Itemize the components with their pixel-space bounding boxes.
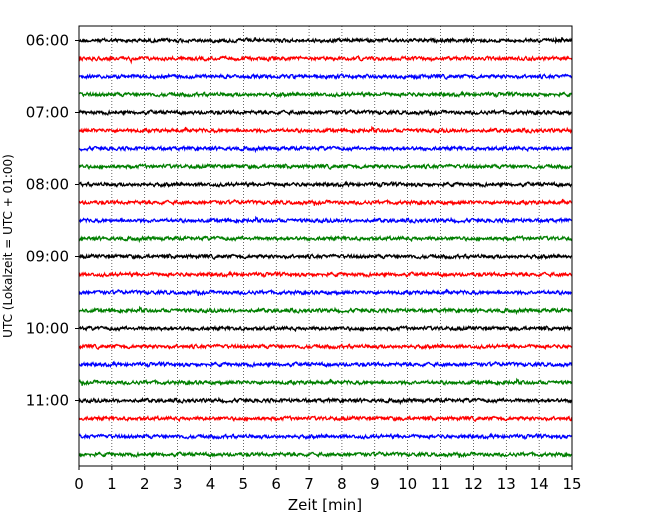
- x-axis: 0 1 2 3 4 5 6 7 8 9 10 11 12 13 14 15: [74, 466, 582, 493]
- x-tick-label: 11: [431, 475, 450, 493]
- trace-0915: [78, 270, 573, 279]
- trace-0630: [78, 72, 572, 81]
- trace-0830: [78, 215, 573, 225]
- x-tick-label: 5: [239, 475, 249, 493]
- y-tick-label: 08:00: [26, 176, 69, 194]
- trace-1115: [78, 414, 573, 423]
- x-tick-label: 12: [464, 475, 483, 493]
- x-tick-label: 9: [370, 475, 380, 493]
- trace-0700: [78, 108, 573, 117]
- x-tick-label: 13: [497, 475, 516, 493]
- x-axis-label: Zeit [min]: [288, 496, 362, 514]
- x-tick-label: 1: [107, 475, 117, 493]
- trace-0600: [78, 36, 573, 45]
- x-tick-label: 4: [206, 475, 216, 493]
- x-tick-label: 15: [562, 475, 581, 493]
- trace-1145: [78, 450, 573, 459]
- x-tick-label: 0: [74, 475, 84, 493]
- trace-0845: [78, 234, 573, 244]
- trace-0645: [78, 90, 573, 99]
- x-tick-label: 2: [140, 475, 150, 493]
- trace-1100: [78, 396, 573, 406]
- trace-0800: [78, 180, 573, 189]
- grid-lines: [111, 26, 540, 466]
- trace-1130: [78, 432, 573, 441]
- x-tick-label: 3: [173, 475, 183, 493]
- trace-0900: [78, 252, 573, 261]
- y-axis-label: UTC (Lokalzeit = UTC + 01:00): [1, 154, 15, 338]
- trace-0730: [78, 144, 573, 154]
- trace-1045: [78, 377, 573, 387]
- y-tick-label: 07:00: [26, 104, 69, 122]
- trace-0715: [78, 125, 573, 135]
- x-tick-label: 7: [304, 475, 314, 493]
- seismogram-traces: [78, 36, 573, 459]
- y-tick-label: 09:00: [26, 248, 69, 266]
- plot-frame: [78, 25, 573, 467]
- trace-0930: [78, 288, 573, 297]
- x-tick-label: 14: [530, 475, 549, 493]
- x-tick-label: 8: [337, 475, 347, 493]
- x-tick-label: 6: [271, 475, 281, 493]
- trace-1030: [78, 360, 572, 369]
- trace-0815: [78, 198, 572, 207]
- y-tick-label: 10:00: [26, 320, 69, 338]
- y-axis: 06:00 07:00 08:00 09:00 10:00 11:00: [26, 32, 79, 410]
- y-tick-label: 06:00: [26, 32, 69, 50]
- y-tick-label: 11:00: [26, 392, 69, 410]
- x-tick-label: 10: [398, 475, 417, 493]
- trace-1015: [78, 342, 572, 351]
- trace-0945: [78, 305, 573, 316]
- trace-0615: [78, 54, 573, 65]
- trace-0745: [78, 162, 573, 171]
- trace-1000: [78, 324, 573, 333]
